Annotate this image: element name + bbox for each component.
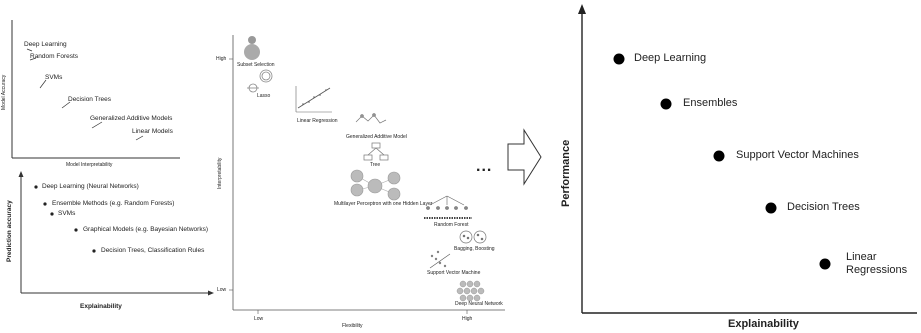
point-decision-trees bbox=[765, 202, 777, 214]
mlp-icon bbox=[350, 169, 401, 201]
middle-item-mlp: Multilayer Perceptron with one Hidden La… bbox=[334, 201, 433, 207]
ellipsis: ... bbox=[476, 158, 493, 175]
right-ylabel: Performance bbox=[560, 139, 572, 207]
bottom-left-item-decision-trees: Decision Trees, Classification Rules bbox=[101, 247, 205, 254]
gam-icon bbox=[355, 113, 387, 124]
middle-item-bagging-boosting: Bagging, Boosting bbox=[454, 246, 495, 252]
bottom-left-item-deep-learning: Deep Learning (Neural Networks) bbox=[42, 183, 139, 190]
middle-xtick-low: Low bbox=[254, 316, 264, 322]
linear-regression-icon bbox=[295, 86, 332, 113]
middle-item-deep-neural-network: Deep Neural Network bbox=[455, 301, 503, 307]
top-left-item-svms: SVMs bbox=[45, 74, 63, 81]
right-item-ensembles: Ensembles bbox=[683, 97, 738, 109]
tree-icon bbox=[363, 142, 389, 161]
middle-item-gam: Generalized Additive Model bbox=[346, 134, 407, 140]
top-left-item-deep-learning: Deep Learning bbox=[24, 41, 67, 48]
middle-xlabel: Flexibility bbox=[342, 323, 363, 329]
right-item-deep-learning: Deep Learning bbox=[634, 52, 707, 64]
lasso-icon bbox=[247, 69, 273, 93]
right-item-svm: Support Vector Machines bbox=[736, 149, 859, 161]
top-left-xlabel: Model Interpretability bbox=[66, 162, 113, 168]
top-left-item-random-forests: Random Forests bbox=[30, 53, 79, 60]
point-svm bbox=[713, 150, 725, 162]
point-deep-learning bbox=[613, 53, 625, 65]
middle-item-random-forest: Random Forest bbox=[434, 222, 469, 228]
middle-item-lasso: Lasso bbox=[257, 93, 271, 99]
right-item-linear: Linear bbox=[846, 251, 877, 263]
svm-icon bbox=[429, 250, 451, 269]
top-left-item-gam: Generalized Additive Models bbox=[90, 115, 173, 122]
random-forest-icon bbox=[424, 195, 472, 219]
point-ensembles bbox=[660, 98, 672, 110]
right-item-decision-trees: Decision Trees bbox=[787, 201, 860, 213]
top-left-item-linear-models: Linear Models bbox=[132, 128, 173, 135]
bottom-left-item-graphical: Graphical Models (e.g. Bayesian Networks… bbox=[83, 226, 208, 233]
deep-neural-network-icon bbox=[456, 280, 485, 302]
subset-selection-icon bbox=[244, 36, 260, 60]
bottom-left-item-svms: SVMs bbox=[58, 210, 76, 217]
bottom-left-xlabel: Explainability bbox=[80, 303, 122, 310]
middle-xtick-high: High bbox=[462, 316, 473, 322]
middle-item-svm: Support Vector Machine bbox=[427, 270, 481, 276]
middle-ytick-high: High bbox=[216, 56, 227, 62]
middle-item-subset-selection: Subset Selection bbox=[237, 62, 275, 68]
top-left-item-decision-trees: Decision Trees bbox=[68, 96, 111, 103]
right-item-regressions: Regressions bbox=[846, 264, 908, 276]
point-linear-regressions bbox=[819, 258, 831, 270]
middle-item-tree: Tree bbox=[370, 162, 381, 168]
middle-ytick-low: Low bbox=[217, 287, 227, 293]
right-xlabel: Explainability bbox=[728, 318, 799, 330]
bottom-left-item-ensemble: Ensemble Methods (e.g. Random Forests) bbox=[52, 200, 175, 207]
middle-item-linear-regression: Linear Regression bbox=[297, 118, 338, 124]
bagging-boosting-icon bbox=[459, 230, 487, 244]
